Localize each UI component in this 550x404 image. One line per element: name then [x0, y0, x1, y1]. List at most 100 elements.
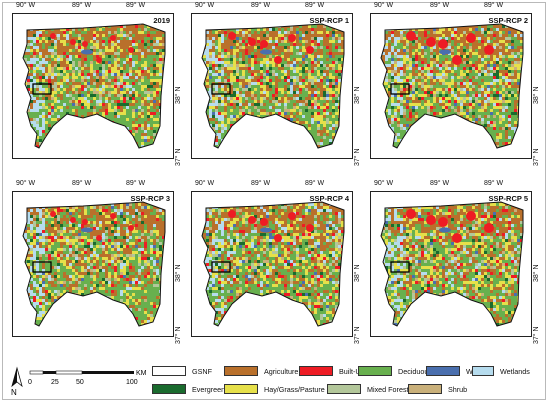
scale-tick-25: 25 [51, 379, 59, 386]
north-label: N [11, 388, 17, 396]
land-cover-map [380, 201, 524, 327]
map-panel-6: 90° W 89° W 89° W 38° N 37° N SSP-RCP 5 [368, 180, 544, 345]
land-cover-map [201, 23, 345, 149]
latitude-tick: 37° N [533, 326, 540, 344]
latitude-tick: 37° N [533, 148, 540, 166]
legend-swatch [426, 366, 460, 376]
legend-label: GSNF [192, 366, 212, 376]
legend-label: Agriculture [264, 366, 299, 376]
legend-item: Built-Up [299, 366, 365, 376]
latitude-tick: 38° N [354, 264, 361, 282]
map-frame [191, 13, 353, 159]
legend-swatch [224, 384, 258, 394]
gsnf-box [32, 83, 52, 95]
map-panel-4: 90° W 89° W 89° W 38° N 37° N SSP-RCP 3 [10, 180, 186, 345]
gsnf-box [390, 261, 410, 273]
longitude-tick: 89° W [430, 180, 450, 187]
panel-title: SSP-RCP 4 [309, 194, 349, 203]
study-area-outline [201, 23, 345, 149]
study-area-outline [380, 23, 524, 149]
panel-title: SSP-RCP 5 [488, 194, 528, 203]
legend-item: Wetlands [472, 366, 530, 376]
latitude-tick: 37° N [354, 148, 361, 166]
panel-title: SSP-RCP 2 [488, 16, 528, 25]
legend-item: Hay/Grass/Pasture [224, 384, 325, 394]
longitude-tick: 89° W [72, 2, 92, 9]
legend-swatch [152, 384, 186, 394]
legend-swatch [358, 366, 392, 376]
legend-item: Mixed Forest [327, 384, 409, 394]
legend-swatch [327, 384, 361, 394]
scale-bar: 0 25 50 100 KM [28, 366, 158, 395]
longitude-tick: 89° W [484, 180, 504, 187]
study-area-outline [201, 201, 345, 327]
longitude-tick: 90° W [195, 180, 215, 187]
legend-label: Built-Up [339, 366, 365, 376]
land-cover-map [380, 23, 524, 149]
longitude-tick: 90° W [195, 2, 215, 9]
legend-item: Shrub [408, 384, 467, 394]
latitude-tick: 38° N [354, 86, 361, 104]
legend-swatch [408, 384, 442, 394]
panel-title: SSP-RCP 3 [130, 194, 170, 203]
longitude-tick: 89° W [126, 2, 146, 9]
legend-swatch [472, 366, 494, 376]
land-cover-map [201, 201, 345, 327]
gsnf-box [32, 261, 52, 273]
latitude-tick: 37° N [175, 148, 182, 166]
legend-swatch [224, 366, 258, 376]
map-frame [12, 191, 174, 337]
legend-label: Shrub [448, 384, 468, 394]
longitude-tick: 89° W [484, 2, 504, 9]
scale-tick-100: 100 [126, 379, 138, 386]
scale-tick-50: 50 [76, 379, 84, 386]
gsnf-box [211, 83, 231, 95]
longitude-tick: 89° W [251, 2, 271, 9]
legend-item: GSNF [152, 366, 212, 376]
longitude-tick: 89° W [126, 180, 146, 187]
legend-label: Hay/Grass/Pasture [264, 384, 325, 394]
longitude-tick: 89° W [430, 2, 450, 9]
longitude-tick: 90° W [374, 2, 394, 9]
study-area-outline [22, 23, 166, 149]
map-frame [191, 191, 353, 337]
longitude-tick: 90° W [16, 2, 36, 9]
scale-unit: KM [136, 370, 147, 377]
legend-swatch [152, 366, 186, 376]
legend-label: Evergreen Forest [192, 384, 248, 394]
panel-title: SSP-RCP 1 [309, 16, 349, 25]
latitude-tick: 38° N [533, 86, 540, 104]
longitude-tick: 90° W [16, 180, 36, 187]
map-panel-3: 90° W 89° W 89° W 38° N 37° N SSP-RCP 2 [368, 2, 544, 167]
latitude-tick: 38° N [175, 86, 182, 104]
land-cover-map [22, 23, 166, 149]
legend-swatch [299, 366, 333, 376]
study-area-outline [22, 201, 166, 327]
longitude-tick: 89° W [305, 180, 325, 187]
longitude-tick: 89° W [72, 180, 92, 187]
figure-frame [2, 2, 546, 400]
scale-tick-0: 0 [28, 379, 32, 386]
map-frame [370, 13, 532, 159]
longitude-tick: 90° W [374, 180, 394, 187]
latitude-tick: 37° N [175, 326, 182, 344]
legend-item: Agriculture [224, 366, 298, 376]
latitude-tick: 37° N [354, 326, 361, 344]
land-cover-map [22, 201, 166, 327]
panel-title: 2019 [153, 16, 170, 25]
map-panel-2: 90° W 89° W 89° W 38° N 37° N SSP-RCP 1 [189, 2, 365, 167]
map-panel-5: 90° W 89° W 89° W 38° N 37° N SSP-RCP 4 [189, 180, 365, 345]
map-frame [370, 191, 532, 337]
north-arrow: N [8, 366, 26, 401]
gsnf-box [211, 261, 231, 273]
longitude-tick: 89° W [305, 2, 325, 9]
map-panel-1: 90° W 89° W 89° W 38° N 37° N 2019 [10, 2, 186, 167]
gsnf-box [390, 83, 410, 95]
longitude-tick: 89° W [251, 180, 271, 187]
latitude-tick: 38° N [175, 264, 182, 282]
legend-label: Wetlands [500, 366, 530, 376]
legend-item: Evergreen Forest [152, 384, 248, 394]
legend-label: Mixed Forest [367, 384, 409, 394]
study-area-outline [380, 201, 524, 327]
